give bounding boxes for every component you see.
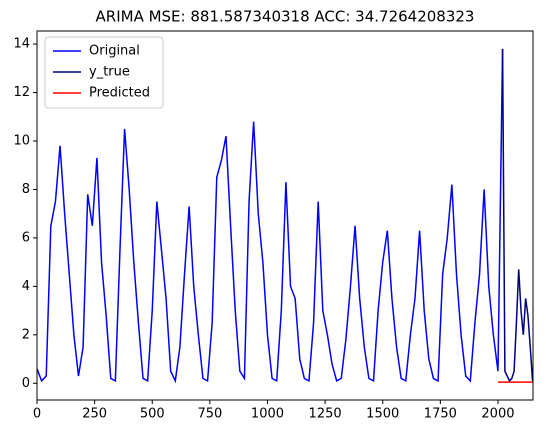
y-tick-label: 10 [13,133,30,148]
x-tick-label: 500 [140,407,165,422]
x-tick-label: 0 [33,407,41,422]
chart-title: ARIMA MSE: 881.587340318 ACC: 34.7264208… [96,8,475,26]
x-tick-label: 1750 [424,407,457,422]
series-line [501,48,533,383]
legend-box [44,36,164,109]
y-tick-label: 2 [22,327,30,342]
y-tick-label: 4 [22,279,30,294]
x-tick-label: 1000 [251,407,284,422]
x-tick-label: 1250 [309,407,342,422]
x-tick-label: 2000 [481,407,514,422]
y-tick-label: 14 [13,37,30,52]
x-tick-label: 1500 [366,407,399,422]
y-tick-label: 6 [22,230,30,245]
legend-label: y_true [89,65,130,80]
plot-frame [36,30,534,401]
y-tick-label: 0 [22,376,30,391]
legend-label: Original [89,44,140,59]
series-line [37,48,504,384]
y-tick-label: 8 [22,182,30,197]
legend-label: Predicted [89,86,150,101]
x-tick-label: 750 [197,407,222,422]
y-tick-label: 12 [13,85,30,100]
x-tick-label: 250 [82,407,107,422]
